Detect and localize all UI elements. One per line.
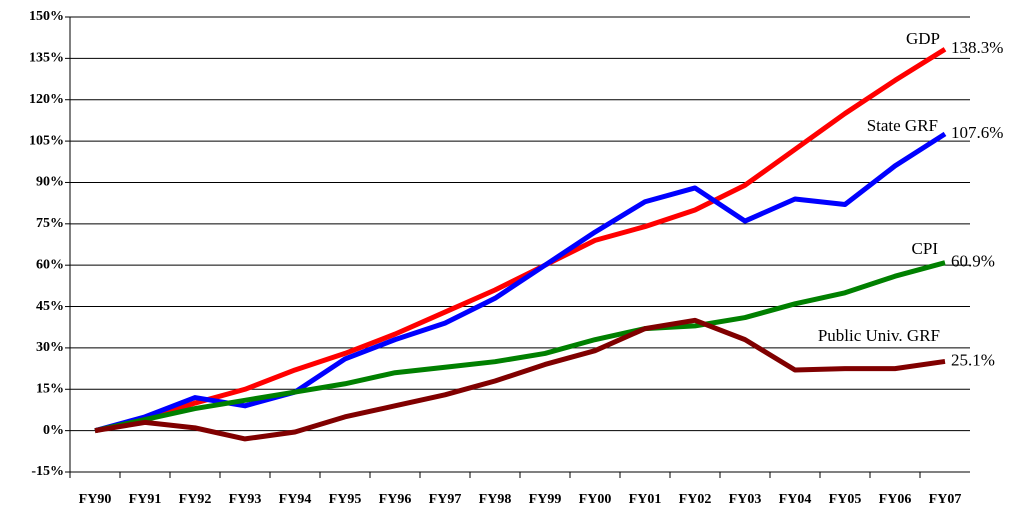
x-tick-label: FY04 (779, 492, 812, 507)
y-tick-label: 75% (36, 216, 64, 231)
x-tick-label: FY07 (929, 492, 962, 507)
x-tick-label: FY06 (879, 492, 912, 507)
series-label: State GRF (867, 116, 938, 135)
series-label: CPI (912, 239, 939, 258)
value-label: 60.9% (951, 252, 995, 271)
series-label: GDP (906, 29, 940, 48)
y-tick-label: 90% (36, 175, 64, 190)
x-tick-label: FY02 (679, 492, 712, 507)
x-tick-label: FY92 (179, 492, 212, 507)
x-tick-label: FY94 (279, 492, 312, 507)
x-tick-label: FY01 (629, 492, 662, 507)
value-label: 25.1% (951, 350, 995, 369)
y-tick-label: 0% (43, 423, 64, 438)
x-tick-label: FY96 (379, 492, 412, 507)
x-tick-label: FY99 (529, 492, 562, 507)
y-tick-label: 15% (36, 381, 64, 396)
x-tick-label: FY98 (479, 492, 512, 507)
x-tick-label: FY90 (79, 492, 112, 507)
x-tick-label: FY91 (129, 492, 162, 507)
series-line (94, 317, 946, 442)
y-tick-label: 150% (29, 9, 64, 24)
y-tick-label: 30% (36, 340, 64, 355)
series-line (94, 47, 947, 434)
y-tick-label: 120% (29, 92, 64, 107)
value-label: 107.6% (951, 123, 1003, 142)
y-tick-label: 135% (29, 51, 64, 66)
y-tick-label: 60% (36, 257, 64, 272)
y-tick-label: -15% (31, 464, 64, 479)
value-label: 138.3% (951, 38, 1003, 57)
series-line (94, 131, 947, 434)
series-label: Public Univ. GRF (818, 326, 940, 345)
x-tick-label: FY97 (429, 492, 462, 507)
y-tick-label: 45% (36, 299, 64, 314)
x-tick-label: FY03 (729, 492, 762, 507)
series-line (94, 260, 946, 434)
x-tick-label: FY05 (829, 492, 862, 507)
x-tick-label: FY00 (579, 492, 612, 507)
x-tick-label: FY93 (229, 492, 262, 507)
y-tick-label: 105% (29, 133, 64, 148)
x-tick-label: FY95 (329, 492, 362, 507)
